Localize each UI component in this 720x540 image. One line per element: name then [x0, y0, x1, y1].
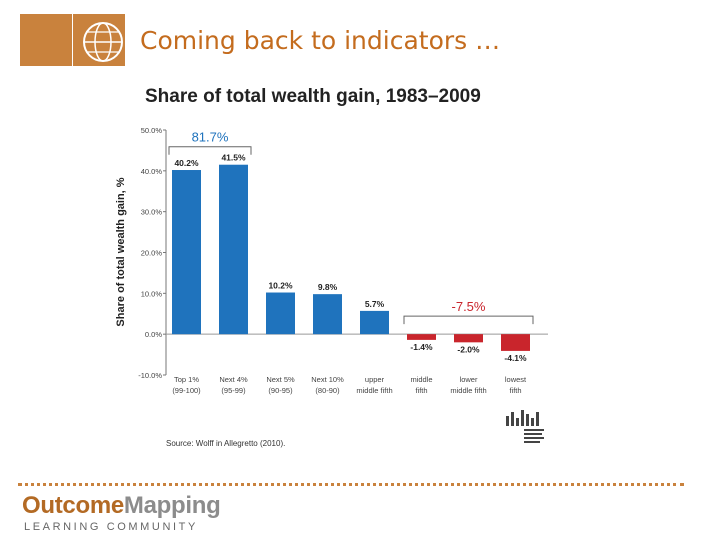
bar-value-label: -1.4%: [410, 342, 433, 352]
x-tick-label: (80-90): [315, 386, 340, 395]
bar-value-label: 40.2%: [174, 158, 199, 168]
y-tick-label: 10.0%: [141, 289, 163, 298]
y-tick-label: 40.0%: [141, 167, 163, 176]
y-axis: -10.0% 0.0% 10.0% 20.0% 30.0% 40.0% 50.0%: [138, 126, 548, 380]
x-tick-label: middle: [410, 375, 432, 384]
chart-title: Share of total wealth gain, 1983–2009: [145, 86, 481, 107]
bar: [266, 292, 295, 335]
bar: [501, 334, 530, 351]
x-tick-label: lower: [460, 375, 478, 384]
y-tick-label: 30.0%: [141, 208, 163, 217]
bar: [313, 294, 342, 335]
bar: [454, 334, 483, 343]
x-tick-label: Next 5%: [266, 375, 295, 384]
x-tick-label: Top 1%: [174, 375, 199, 384]
bar: [407, 334, 436, 340]
bar-value-label: -2.0%: [457, 344, 480, 354]
x-tick-label: Next 4%: [219, 375, 248, 384]
bar-value-label: -4.1%: [504, 353, 527, 363]
slide-title: Coming back to indicators …: [140, 26, 501, 55]
brand-subtitle: LEARNING COMMUNITY: [24, 521, 198, 533]
institute-logo-icon: [506, 410, 544, 443]
bar: [219, 164, 248, 335]
bracket-line: [168, 146, 252, 155]
bar-value-label: 5.7%: [365, 299, 385, 309]
footer-divider: [18, 483, 684, 486]
y-tick-label: 20.0%: [141, 249, 163, 258]
bar-value-label: 9.8%: [318, 282, 338, 292]
bar-value-label: 41.5%: [221, 153, 246, 163]
bar: [172, 170, 201, 335]
x-tick-label: Next 10%: [311, 375, 344, 384]
brand-logo-text: OutcomeMapping: [22, 492, 221, 520]
bar-value-label: 10.2%: [268, 281, 293, 291]
wealth-gain-chart: Share of total wealth gain, 1983–2009 Sh…: [115, 86, 548, 448]
x-tick-label: fifth: [415, 386, 427, 395]
bracket-label: 81.7%: [192, 130, 229, 145]
logo-mark-left: [20, 14, 72, 66]
globe-icon: [83, 22, 123, 62]
x-tick-label: (99-100): [172, 386, 201, 395]
x-axis-labels: Top 1% (99-100) Next 4% (95-99) Next 5% (90-9…: [172, 375, 527, 395]
bar: [360, 310, 389, 335]
x-tick-label: fifth: [509, 386, 521, 395]
bracket-label: -7.5%: [452, 299, 486, 314]
x-tick-label: (90-95): [268, 386, 293, 395]
y-tick-label: 50.0%: [141, 126, 163, 135]
x-tick-label: lowest: [505, 375, 527, 384]
x-tick-label: middle fifth: [450, 386, 486, 395]
y-axis-label: Share of total wealth gain, %: [115, 177, 127, 326]
brand-part2: Mapping: [123, 492, 221, 519]
y-tick-label: 0.0%: [145, 330, 162, 339]
x-tick-label: (95-99): [221, 386, 246, 395]
bracket-line: [403, 315, 534, 325]
brand-part1: Outcome: [22, 492, 124, 519]
chart-source: Source: Wolff in Allegretto (2010).: [166, 439, 285, 448]
x-tick-label: middle fifth: [356, 386, 392, 395]
logo-mark-globe: [73, 14, 125, 66]
y-tick-label: -10.0%: [138, 371, 162, 380]
bars: 40.2% 41.5% 10.2% 9.8% 5.7% -1.4% -2.0% -4.1%: [172, 153, 530, 363]
x-tick-label: upper: [365, 375, 385, 384]
bracket-annotations: 81.7% -7.5%: [168, 130, 534, 325]
